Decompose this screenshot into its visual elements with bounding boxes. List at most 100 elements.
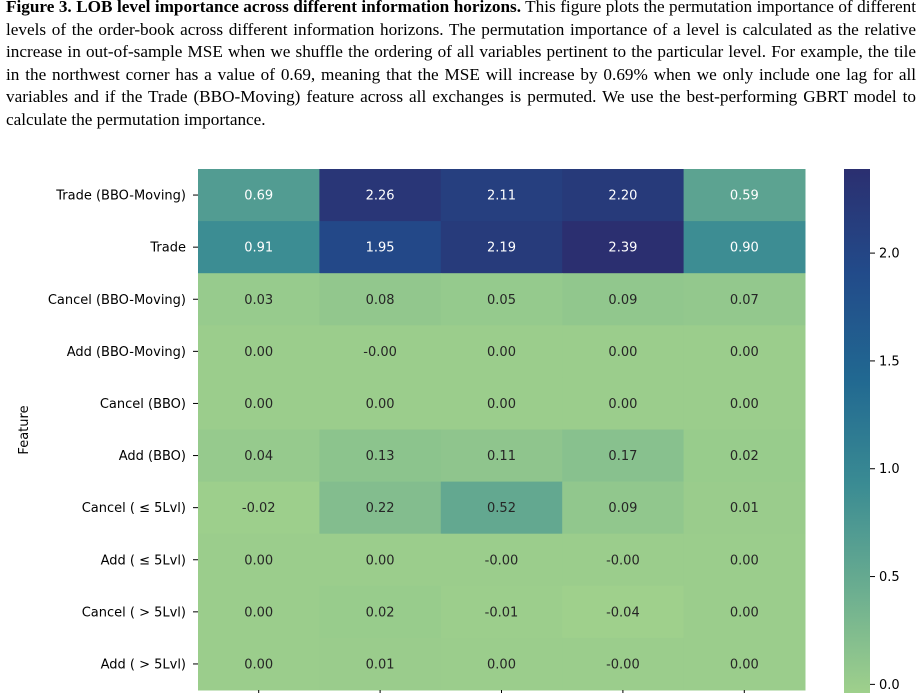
y-tick-label: Add ( ≤ 5Lvl) bbox=[101, 553, 186, 568]
cell-value-label: 0.00 bbox=[244, 657, 273, 672]
heatmap-cell bbox=[562, 481, 685, 535]
cell-value-label: 2.39 bbox=[608, 241, 637, 256]
cell-value-label: 0.00 bbox=[244, 553, 273, 568]
cell-value-label: 0.52 bbox=[487, 501, 516, 516]
cell-value-label: 0.02 bbox=[730, 449, 759, 464]
heatmap-cell bbox=[683, 481, 806, 535]
cell-value-label: 0.00 bbox=[730, 657, 759, 672]
cell-value-label: 0.00 bbox=[608, 345, 637, 360]
heatmap-cell bbox=[440, 585, 563, 639]
heatmap-cell bbox=[440, 637, 563, 691]
heatmap-cell bbox=[198, 325, 320, 378]
colorbar bbox=[844, 169, 870, 693]
heatmap-cell bbox=[319, 377, 442, 430]
cell-value-label: 0.00 bbox=[366, 553, 395, 568]
heatmap-cell bbox=[198, 273, 320, 326]
heatmap-cell bbox=[440, 273, 563, 326]
heatmap-cell bbox=[319, 637, 442, 691]
cell-value-label: 0.04 bbox=[244, 449, 273, 464]
colorbar-tick-label: 2.0 bbox=[879, 247, 900, 262]
heatmap-cell bbox=[198, 169, 320, 222]
heatmap-cell bbox=[562, 585, 685, 639]
heatmap-cell bbox=[683, 221, 806, 274]
cell-value-label: 0.00 bbox=[608, 397, 637, 412]
cell-value-label: 0.05 bbox=[487, 293, 516, 308]
cell-value-label: 0.09 bbox=[608, 501, 637, 516]
cell-value-label: 0.59 bbox=[730, 189, 759, 204]
heatmap-cell bbox=[683, 273, 806, 326]
cell-value-label: 0.03 bbox=[244, 293, 273, 308]
heatmap-cell bbox=[683, 585, 806, 639]
heatmap-cell bbox=[319, 481, 442, 535]
y-axis-label: Feature bbox=[17, 405, 32, 454]
heatmap-cell bbox=[683, 533, 806, 587]
heatmap-cell bbox=[319, 429, 442, 483]
cell-value-label: -0.04 bbox=[606, 605, 640, 620]
cell-value-label: 2.20 bbox=[608, 189, 637, 204]
heatmap-cell bbox=[198, 377, 320, 430]
heatmap-cell bbox=[198, 221, 320, 274]
y-tick-label: Cancel ( > 5Lvl) bbox=[82, 605, 186, 620]
cell-value-label: 0.08 bbox=[366, 293, 395, 308]
cell-value-label: 0.01 bbox=[366, 657, 395, 672]
cell-value-label: 1.95 bbox=[366, 241, 395, 256]
y-tick-label: Add (BBO) bbox=[119, 449, 186, 464]
cell-value-label: 0.00 bbox=[730, 397, 759, 412]
colorbar-tick-label: 0.5 bbox=[879, 570, 900, 585]
cell-value-label: 0.91 bbox=[244, 241, 273, 256]
heatmap-cell bbox=[198, 429, 320, 483]
y-tick-label: Trade (BBO-Moving) bbox=[55, 189, 186, 204]
heatmap-cell bbox=[319, 169, 442, 222]
cell-value-label: 2.11 bbox=[487, 189, 516, 204]
cell-value-label: -0.00 bbox=[606, 553, 640, 568]
heatmap-cell bbox=[683, 377, 806, 430]
cell-value-label: -0.00 bbox=[606, 657, 640, 672]
heatmap-cell bbox=[198, 585, 320, 639]
caption-label: Figure 3. bbox=[6, 0, 72, 16]
heatmap-cell bbox=[198, 637, 320, 691]
y-tick-label: Add (BBO-Moving) bbox=[67, 345, 186, 360]
heatmap-cell bbox=[562, 325, 685, 378]
cell-value-label: 0.69 bbox=[244, 189, 273, 204]
heatmap-cell bbox=[562, 169, 685, 222]
y-tick-label: Trade bbox=[149, 241, 186, 256]
heatmap-cell bbox=[319, 325, 442, 378]
heatmap-cell bbox=[562, 429, 685, 483]
cell-value-label: -0.00 bbox=[363, 345, 397, 360]
heatmap-cell bbox=[440, 377, 563, 430]
heatmap-cell bbox=[440, 221, 563, 274]
caption-text: This figure plots the permutation import… bbox=[6, 0, 916, 129]
cell-value-label: 0.00 bbox=[487, 345, 516, 360]
heatmap-cell bbox=[440, 429, 563, 483]
cell-value-label: 0.00 bbox=[244, 605, 273, 620]
heatmap-cell bbox=[562, 221, 685, 274]
cell-value-label: 0.00 bbox=[730, 553, 759, 568]
cell-value-label: 0.00 bbox=[730, 345, 759, 360]
heatmap-cell bbox=[562, 533, 685, 587]
heatmap-cell bbox=[683, 637, 806, 691]
colorbar-tick-label: 1.0 bbox=[879, 462, 900, 477]
cell-value-label: -0.02 bbox=[242, 501, 276, 516]
y-tick-label: Cancel (BBO-Moving) bbox=[48, 293, 186, 308]
cell-value-label: 0.22 bbox=[366, 501, 395, 516]
cell-value-label: 0.13 bbox=[366, 449, 395, 464]
cell-value-label: 0.09 bbox=[608, 293, 637, 308]
cell-value-label: 0.17 bbox=[608, 449, 637, 464]
heatmap-cell bbox=[440, 325, 563, 378]
cell-value-label: 0.00 bbox=[366, 397, 395, 412]
cell-value-label: 0.00 bbox=[244, 397, 273, 412]
cell-value-label: 0.00 bbox=[487, 397, 516, 412]
heatmap-cell bbox=[440, 533, 563, 587]
heatmap-cell bbox=[319, 585, 442, 639]
colorbar-tick-label: 1.5 bbox=[879, 354, 900, 369]
cell-value-label: -0.01 bbox=[485, 605, 519, 620]
heatmap-cell bbox=[562, 273, 685, 326]
heatmap-cell bbox=[440, 169, 563, 222]
heatmap-cell bbox=[198, 533, 320, 587]
cell-value-label: 0.07 bbox=[730, 293, 759, 308]
cell-value-label: 0.11 bbox=[487, 449, 516, 464]
colorbar-tick-label: 0.0 bbox=[879, 678, 900, 693]
heatmap-cell bbox=[683, 325, 806, 378]
cell-value-label: 2.19 bbox=[487, 241, 516, 256]
